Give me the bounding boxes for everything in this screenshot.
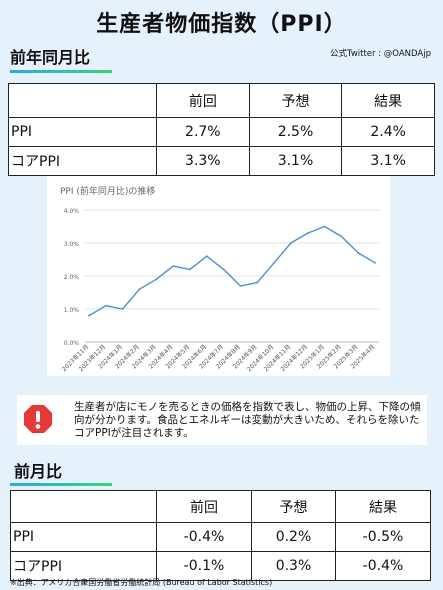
y-tick-label: 1.0% bbox=[64, 307, 80, 314]
table-header-row: 前回 予想 結果 bbox=[10, 490, 432, 523]
data-point bbox=[138, 288, 141, 291]
ppi-series-line bbox=[88, 225, 376, 317]
note-text: 生産者が店にモノを売るときの価格を指数で表し、物価の上昇、下降の傾向が分かります… bbox=[74, 401, 421, 439]
row-label: コアPPI bbox=[10, 551, 157, 581]
yoy-heading-underline bbox=[10, 70, 112, 73]
chart-svg: 0.0%1.0%2.0%3.0%4.0%2023年11月2023年12月2024… bbox=[60, 208, 379, 373]
cell-result: -0.4% bbox=[334, 551, 432, 581]
ppi-chart: PPI (前年同月比)の推移 0.0% 1.0% 2.0% 3.0% 4.0% 2023年… bbox=[47, 176, 390, 376]
mom-table: 前回 予想 結果 PPI -0.4% 0.2% -0.5% コアPPI -0.1… bbox=[10, 490, 432, 581]
data-point bbox=[121, 308, 124, 310]
table-header-row: 前回 予想 結果 bbox=[8, 83, 435, 118]
data-point bbox=[306, 232, 309, 234]
page-title: 生産者物価指数（PPI） bbox=[96, 12, 347, 37]
data-point bbox=[289, 242, 292, 244]
alert-icon bbox=[24, 405, 52, 433]
data-point bbox=[189, 268, 191, 271]
data-point bbox=[256, 281, 259, 284]
mom-heading-underline bbox=[10, 483, 112, 486]
chart-title: PPI (前年同月比)の推移 bbox=[60, 187, 156, 197]
data-point bbox=[357, 252, 360, 254]
mom-heading: 前月比 bbox=[14, 462, 63, 481]
header-prev: 前回 bbox=[156, 83, 250, 118]
header-prev: 前回 bbox=[156, 490, 252, 523]
cell-forecast: 0.3% bbox=[250, 551, 336, 581]
source-footer: ※出典：アメリカ合衆国労働省労働統計局 (Bureau of Labor Sta… bbox=[10, 578, 273, 587]
header-forecast: 予想 bbox=[250, 490, 336, 523]
data-point bbox=[374, 261, 376, 264]
yoy-heading: 前年同月比 bbox=[10, 48, 91, 67]
data-point bbox=[104, 304, 107, 307]
y-tick-label: 4.0% bbox=[64, 208, 80, 215]
data-point bbox=[88, 314, 90, 317]
header-forecast: 予想 bbox=[248, 83, 343, 118]
row-label: コアPPI bbox=[8, 146, 157, 176]
table-row: コアPPI -0.1% 0.3% -0.4% bbox=[10, 551, 432, 581]
cell-prev: -0.1% bbox=[156, 551, 252, 581]
cell-result: 3.1% bbox=[341, 146, 435, 176]
row-label: PPI bbox=[8, 117, 157, 147]
cell-result: -0.5% bbox=[334, 522, 432, 552]
table-row: PPI -0.4% 0.2% -0.5% bbox=[10, 522, 432, 552]
cell-prev: 2.7% bbox=[156, 117, 250, 147]
cell-prev: -0.4% bbox=[156, 522, 252, 552]
cell-result: 2.4% bbox=[341, 117, 435, 147]
data-point bbox=[273, 261, 275, 264]
table-row: PPI 2.7% 2.5% 2.4% bbox=[8, 117, 435, 147]
data-point bbox=[205, 255, 208, 258]
header-empty bbox=[8, 83, 157, 118]
data-point bbox=[172, 265, 175, 267]
header-result: 結果 bbox=[341, 83, 435, 118]
y-tick-label: 0.0% bbox=[64, 340, 80, 347]
data-point bbox=[239, 285, 242, 287]
cell-prev: 3.3% bbox=[156, 146, 250, 176]
data-point bbox=[222, 268, 225, 271]
note-box: 生産者が店にモノを売るときの価格を指数で表し、物価の上昇、下降の傾向が分かります… bbox=[17, 395, 427, 445]
header-result: 結果 bbox=[334, 490, 432, 523]
y-tick-label: 2.0% bbox=[64, 274, 80, 281]
cell-forecast: 0.2% bbox=[250, 522, 336, 552]
data-point bbox=[323, 225, 326, 228]
header-empty bbox=[10, 490, 157, 523]
table-row: コアPPI 3.3% 3.1% 3.1% bbox=[8, 146, 435, 176]
data-point bbox=[340, 235, 343, 238]
y-tick-label: 3.0% bbox=[64, 241, 80, 248]
twitter-account: 公式Twitter : @OANDAjp bbox=[330, 49, 431, 59]
yoy-table: 前回 予想 結果 PPI 2.7% 2.5% 2.4% コアPPI 3.3% 3… bbox=[8, 83, 435, 176]
data-point bbox=[155, 278, 158, 281]
cell-forecast: 2.5% bbox=[248, 117, 343, 147]
cell-forecast: 3.1% bbox=[248, 146, 343, 176]
row-label: PPI bbox=[10, 522, 157, 552]
